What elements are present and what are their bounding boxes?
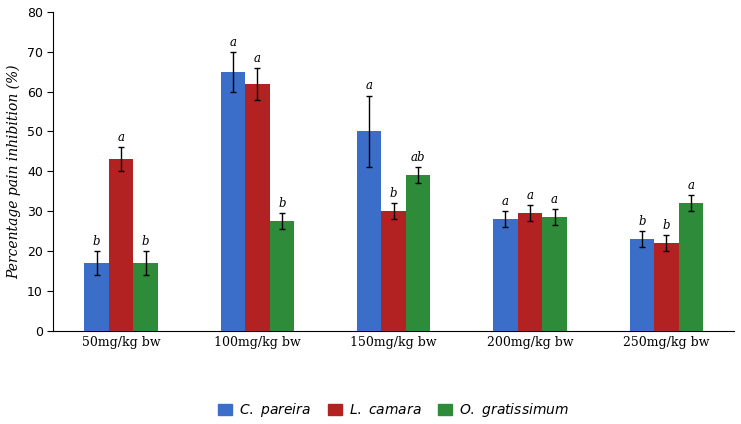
Bar <box>518 213 542 331</box>
Text: ab: ab <box>411 151 425 164</box>
Text: a: a <box>551 193 558 206</box>
Bar <box>630 239 654 331</box>
Bar <box>133 263 158 331</box>
Text: b: b <box>638 215 645 228</box>
Text: a: a <box>527 189 534 202</box>
Text: a: a <box>365 79 373 92</box>
Text: b: b <box>93 235 100 248</box>
Bar <box>494 219 518 331</box>
Bar <box>221 72 245 331</box>
Bar <box>270 221 294 331</box>
Bar <box>84 263 109 331</box>
Bar <box>542 217 567 331</box>
Text: a: a <box>688 179 694 192</box>
Legend: $\it{C.\ pareira}$, $\it{L.\ camara}$, $\it{O.\ gratissimum}$: $\it{C.\ pareira}$, $\it{L.\ camara}$, $… <box>219 402 569 419</box>
Bar <box>679 203 703 331</box>
Bar <box>654 243 679 331</box>
Text: a: a <box>118 131 124 144</box>
Bar <box>245 84 270 331</box>
Bar <box>109 159 133 331</box>
Text: a: a <box>229 36 236 49</box>
Text: a: a <box>502 195 509 208</box>
Text: b: b <box>390 187 397 200</box>
Bar <box>382 211 406 331</box>
Text: a: a <box>254 52 261 64</box>
Y-axis label: Percentage pain inhibition (%): Percentage pain inhibition (%) <box>7 64 21 279</box>
Bar <box>406 175 431 331</box>
Text: b: b <box>662 219 670 232</box>
Bar <box>357 131 382 331</box>
Text: b: b <box>278 197 285 210</box>
Text: b: b <box>142 235 150 248</box>
